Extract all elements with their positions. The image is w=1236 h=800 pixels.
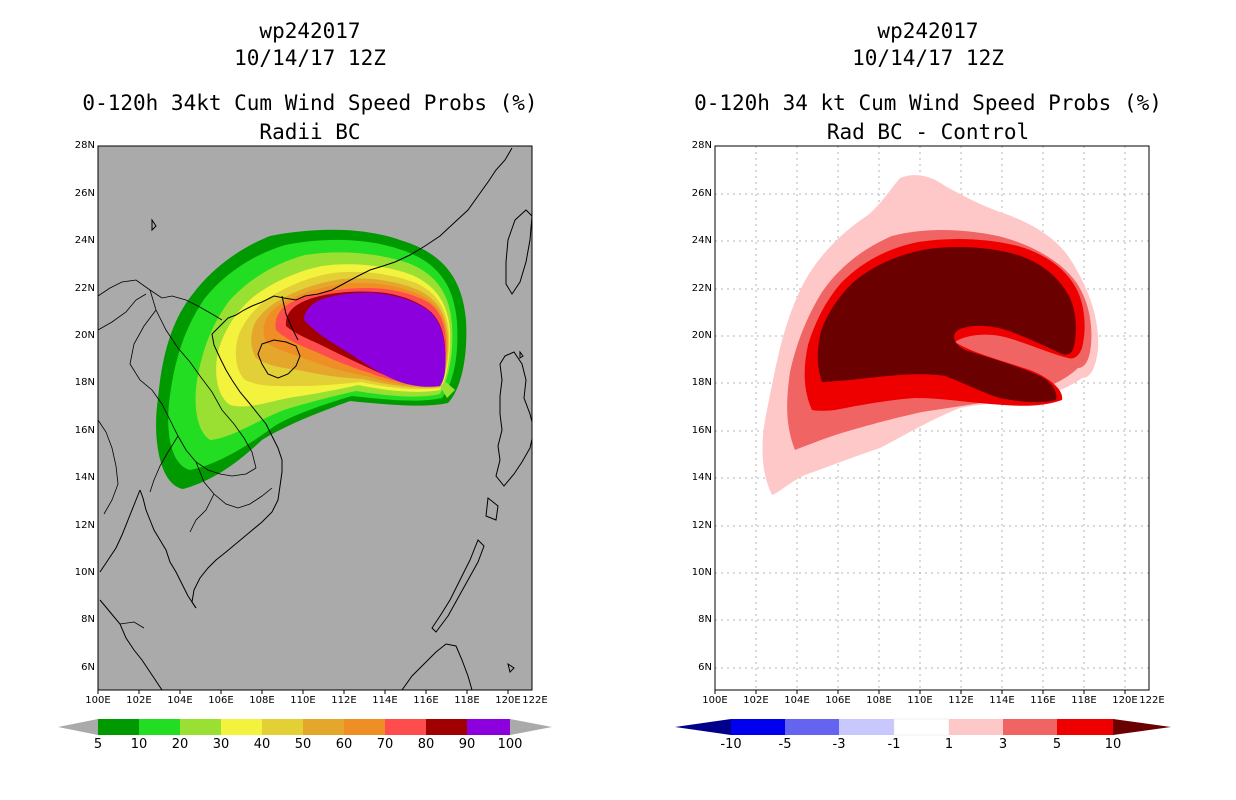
lon-label: 106E (208, 695, 234, 706)
lat-label: 20N (691, 330, 712, 341)
colorbar-label: 80 (417, 737, 435, 752)
lat-label: 26N (74, 188, 95, 199)
colorbar-label: 1 (944, 737, 954, 752)
lat-label: 10N (74, 567, 95, 578)
right-map (714, 145, 1150, 691)
right-colorbar (675, 718, 1171, 736)
colorbar-label: 70 (376, 737, 394, 752)
lon-label: 120E (495, 695, 521, 706)
colorbar-label: -1 (887, 737, 901, 752)
lat-label: 24N (74, 235, 95, 246)
lon-label: 116E (1030, 695, 1056, 706)
lat-label: 14N (74, 472, 95, 483)
lon-label: 102E (126, 695, 152, 706)
lon-label: 118E (454, 695, 480, 706)
lon-label: 118E (1071, 695, 1097, 706)
colorbar-label: 50 (294, 737, 312, 752)
lon-label: 108E (866, 695, 892, 706)
right-title-line1: 0-120h 34 kt Cum Wind Speed Probs (%) (694, 91, 1162, 115)
lat-label: 18N (691, 377, 712, 388)
lon-label: 102E (743, 695, 769, 706)
left-storm-id: wp242017 (259, 19, 361, 43)
lon-label: 108E (249, 695, 275, 706)
lon-label: 110E (907, 695, 933, 706)
lat-label: 26N (691, 188, 712, 199)
lat-label: 22N (691, 283, 712, 294)
colorbar-label: 5 (1052, 737, 1062, 752)
colorbar-label: -10 (720, 737, 742, 752)
lat-label: 16N (74, 425, 95, 436)
lon-label: 100E (702, 695, 728, 706)
lat-label: 28N (74, 140, 95, 151)
lat-label: 18N (74, 377, 95, 388)
lon-label: 122E (522, 695, 548, 706)
left-map (97, 145, 533, 691)
lat-label: 6N (81, 662, 95, 673)
right-storm-id: wp242017 (877, 19, 979, 43)
lon-label: 104E (167, 695, 193, 706)
colorbar-label: 40 (253, 737, 271, 752)
colorbar-label: -3 (832, 737, 846, 752)
left-title-line1: 0-120h 34kt Cum Wind Speed Probs (%) (82, 91, 538, 115)
lat-label: 8N (698, 614, 712, 625)
lat-label: 16N (691, 425, 712, 436)
colorbar-label: 100 (497, 737, 523, 752)
lat-label: 22N (74, 283, 95, 294)
lat-label: 12N (74, 520, 95, 531)
colorbar-label: -5 (778, 737, 792, 752)
lon-label: 104E (784, 695, 810, 706)
right-title-line2: Rad BC - Control (826, 120, 1030, 144)
left-title-line2: Radii BC (259, 120, 361, 144)
lon-label: 114E (989, 695, 1015, 706)
lat-label: 10N (691, 567, 712, 578)
lat-label: 8N (81, 614, 95, 625)
lon-label: 110E (290, 695, 316, 706)
lon-label: 112E (331, 695, 357, 706)
lon-label: 114E (372, 695, 398, 706)
lat-label: 20N (74, 330, 95, 341)
lat-label: 24N (691, 235, 712, 246)
lon-label: 122E (1139, 695, 1165, 706)
prob-band-90 (304, 292, 446, 387)
colorbar-label: 3 (998, 737, 1008, 752)
lat-label: 6N (698, 662, 712, 673)
axis-ticks (97, 690, 1126, 694)
left-datetime: 10/14/17 12Z (234, 46, 386, 70)
colorbar-label: 10 (1104, 737, 1122, 752)
colorbar-label: 20 (171, 737, 189, 752)
colorbar-label: 5 (93, 737, 103, 752)
left-colorbar (58, 719, 552, 735)
lat-label: 14N (691, 472, 712, 483)
colorbar-label: 90 (458, 737, 476, 752)
lat-label: 12N (691, 520, 712, 531)
colorbar-label: 30 (212, 737, 230, 752)
lon-label: 112E (948, 695, 974, 706)
right-datetime: 10/14/17 12Z (852, 46, 1004, 70)
diff-band-10 (817, 247, 1076, 403)
storm-track-tip (440, 382, 455, 398)
lon-label: 120E (1112, 695, 1138, 706)
colorbar-label: 60 (335, 737, 353, 752)
colorbar-label: 10 (130, 737, 148, 752)
lon-label: 100E (85, 695, 111, 706)
lat-label: 28N (691, 140, 712, 151)
lon-label: 106E (825, 695, 851, 706)
lon-label: 116E (413, 695, 439, 706)
